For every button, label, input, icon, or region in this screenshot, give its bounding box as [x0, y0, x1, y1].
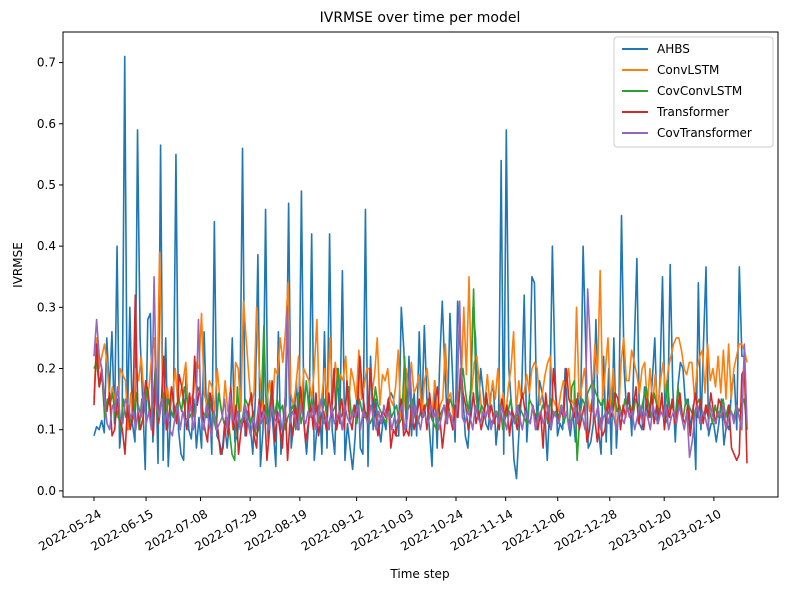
legend-entry-label: ConvLSTM — [657, 63, 719, 77]
y-tick-label: 0.1 — [37, 423, 56, 437]
x-axis-label: Time step — [389, 567, 449, 581]
series-layer — [93, 55, 748, 480]
plot-area-frame — [62, 31, 779, 498]
chart-title: IVRMSE over time per model — [320, 10, 521, 26]
series-line-ahbs — [93, 55, 748, 480]
y-tick-label: 0.6 — [37, 117, 56, 131]
legend-box — [613, 36, 774, 148]
y-tick-label: 0.7 — [37, 56, 56, 70]
series-line-transformer — [93, 294, 748, 464]
legend-entry-label: CovTransformer — [657, 126, 752, 140]
legend-entry-label: CovConvLSTM — [657, 84, 742, 98]
y-tick-label: 0.0 — [37, 484, 56, 498]
y-axis: 0.0 0.1 0.2 0.3 0.4 0.5 0.6 0.7 — [37, 56, 63, 498]
legend: AHBS ConvLSTM CovConvLSTM Transformer CovTra… — [613, 36, 774, 148]
legend-entry-label: AHBS — [657, 42, 690, 56]
y-tick-label: 0.4 — [37, 239, 56, 253]
series-line-convlstm — [93, 251, 748, 431]
legend-entry-label: Transformer — [656, 105, 729, 119]
y-tick-label: 0.5 — [37, 178, 56, 192]
y-axis-label: IVRMSE — [11, 242, 25, 288]
y-tick-label: 0.2 — [37, 362, 56, 376]
y-tick-label: 0.3 — [37, 300, 56, 314]
series-line-covtransformer — [93, 275, 748, 459]
